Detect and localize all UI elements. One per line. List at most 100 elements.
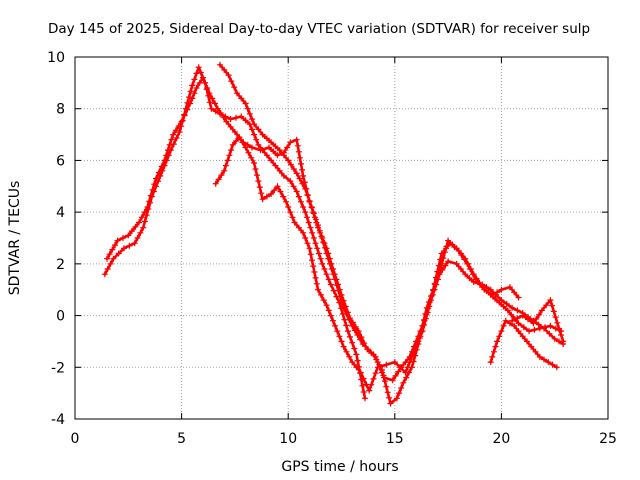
data-point	[272, 143, 279, 150]
data-point	[304, 240, 311, 247]
data-point	[360, 375, 367, 382]
data-point	[398, 364, 405, 371]
data-point	[287, 178, 294, 185]
data-point	[546, 330, 553, 337]
data-point	[451, 244, 458, 251]
data-point	[274, 183, 281, 190]
data-point	[504, 307, 511, 314]
data-point	[506, 284, 513, 291]
data-point	[457, 266, 464, 272]
data-point	[332, 322, 339, 329]
data-point	[191, 90, 198, 97]
data-point	[125, 232, 132, 239]
data-point	[500, 303, 507, 310]
data-point	[309, 229, 316, 236]
x-axis-label: GPS time / hours	[281, 459, 398, 475]
data-point	[147, 192, 154, 199]
data-point	[500, 322, 507, 329]
y-tick-label: -2	[51, 360, 65, 376]
data-point	[317, 291, 324, 298]
data-point	[381, 374, 388, 381]
x-tick-label: 0	[71, 431, 80, 447]
data-point	[178, 118, 185, 125]
data-point	[132, 223, 139, 230]
data-point	[263, 193, 270, 200]
data-point	[291, 219, 298, 226]
data-point	[389, 377, 396, 384]
data-point	[175, 123, 182, 129]
data-point	[263, 135, 270, 142]
data-point	[538, 307, 545, 314]
data-point	[313, 219, 320, 226]
data-point	[257, 147, 264, 154]
data-point	[366, 387, 373, 394]
data-point	[287, 209, 294, 216]
data-point	[545, 359, 552, 366]
data-point	[519, 312, 526, 319]
data-point	[106, 251, 113, 258]
chart-title: Day 145 of 2025, Sidereal Day-to-day VTE…	[48, 21, 590, 37]
data-point	[312, 240, 319, 247]
data-point	[128, 228, 135, 235]
data-point	[443, 245, 449, 252]
data-point	[214, 105, 221, 112]
series-track-4	[217, 61, 522, 384]
y-tick-label: 6	[56, 153, 65, 169]
data-point	[323, 302, 330, 309]
data-point	[343, 322, 350, 329]
data-point	[464, 260, 471, 267]
data-point	[384, 389, 391, 396]
data-point	[498, 328, 505, 335]
data-point	[439, 266, 446, 273]
data-point	[361, 340, 368, 347]
data-point	[242, 144, 249, 151]
data-point	[131, 240, 138, 247]
x-tick-label: 5	[177, 431, 186, 447]
data-point	[249, 126, 255, 133]
data-point	[370, 375, 377, 382]
data-point	[120, 235, 126, 241]
data-point	[208, 105, 215, 112]
series-line	[510, 298, 565, 343]
data-point	[328, 260, 335, 267]
data-point	[362, 395, 368, 402]
data-point	[541, 325, 547, 332]
data-point	[239, 139, 246, 146]
data-point	[277, 188, 284, 195]
x-tick-label: 20	[492, 431, 510, 447]
data-point	[166, 141, 173, 148]
data-point	[233, 114, 239, 121]
series-track-5	[487, 317, 560, 371]
data-point	[187, 88, 194, 95]
x-tick-label: 10	[279, 431, 297, 447]
data-point	[354, 357, 361, 364]
data-point	[141, 209, 148, 216]
data-point	[298, 160, 304, 167]
data-point	[231, 129, 238, 135]
data-point	[256, 184, 263, 191]
data-point	[368, 350, 375, 357]
data-point	[498, 286, 505, 293]
data-point	[238, 95, 245, 102]
data-point	[315, 286, 321, 293]
data-point	[249, 116, 255, 123]
data-point	[387, 400, 394, 407]
data-point	[404, 364, 411, 371]
data-point	[357, 369, 364, 376]
y-tick-label: 8	[56, 102, 65, 118]
data-point	[554, 319, 561, 326]
data-point	[503, 300, 510, 307]
data-point	[541, 356, 547, 363]
data-point	[372, 370, 379, 377]
data-point	[428, 292, 435, 299]
series-track-1	[101, 64, 368, 402]
data-point	[492, 343, 499, 350]
data-point	[352, 323, 359, 330]
data-point	[437, 256, 444, 263]
data-point	[489, 353, 496, 360]
data-point	[547, 297, 554, 304]
series-track-6	[509, 297, 567, 345]
data-point	[229, 141, 236, 148]
data-point	[268, 191, 275, 197]
data-point	[431, 280, 438, 287]
